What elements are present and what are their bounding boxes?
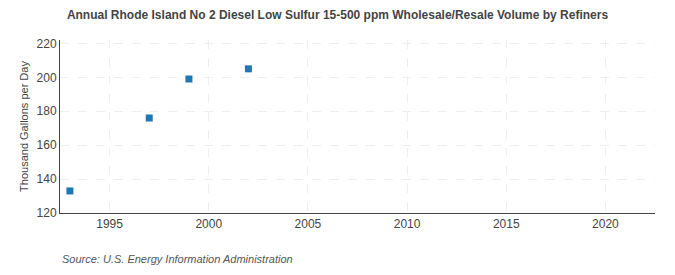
svg-text:2000: 2000 <box>195 217 222 231</box>
svg-text:180: 180 <box>37 104 57 118</box>
svg-text:Thousand Gallons per Day: Thousand Gallons per Day <box>18 61 30 192</box>
svg-text:2010: 2010 <box>394 217 421 231</box>
svg-text:1995: 1995 <box>96 217 123 231</box>
svg-text:140: 140 <box>37 172 57 186</box>
svg-text:Source: U.S. Energy Informatio: Source: U.S. Energy Information Administ… <box>62 253 293 265</box>
svg-text:2015: 2015 <box>493 217 520 231</box>
svg-text:Annual Rhode Island No 2 Diese: Annual Rhode Island No 2 Diesel Low Sulf… <box>67 8 609 22</box>
svg-text:2005: 2005 <box>295 217 322 231</box>
svg-text:2020: 2020 <box>592 217 619 231</box>
svg-text:200: 200 <box>37 71 57 85</box>
svg-text:220: 220 <box>37 37 57 51</box>
svg-text:160: 160 <box>37 138 57 152</box>
svg-text:120: 120 <box>37 206 57 220</box>
